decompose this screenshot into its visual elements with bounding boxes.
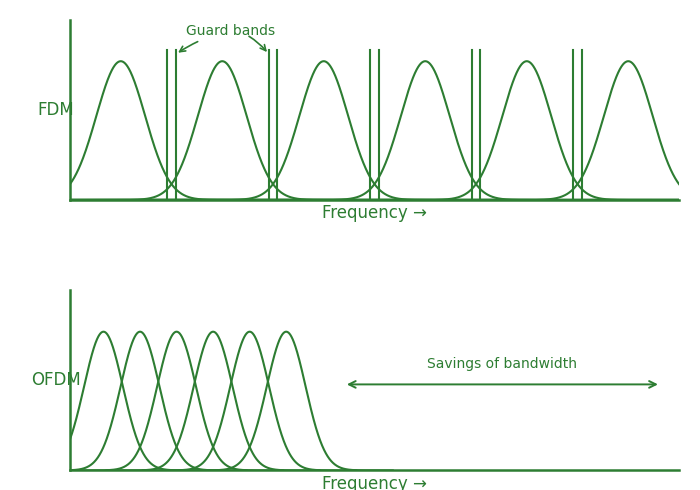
Text: Guard bands: Guard bands (180, 24, 275, 51)
Y-axis label: OFDM: OFDM (32, 371, 81, 389)
X-axis label: Frequency →: Frequency → (322, 475, 427, 490)
Text: Savings of bandwidth: Savings of bandwidth (428, 357, 578, 370)
X-axis label: Frequency →: Frequency → (322, 204, 427, 222)
Y-axis label: FDM: FDM (38, 101, 74, 119)
